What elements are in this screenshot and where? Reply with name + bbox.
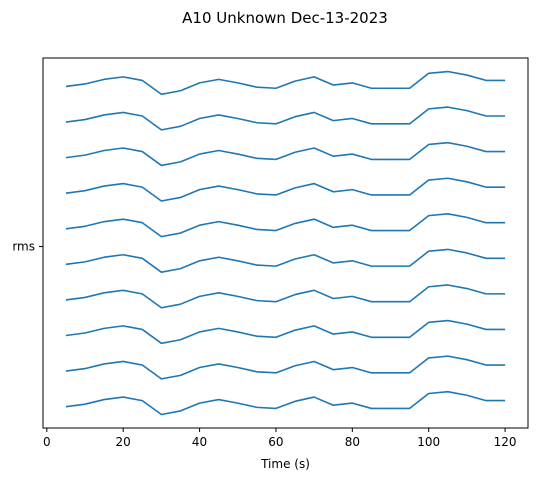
series-line-0 [65, 390, 506, 416]
x-axis-label: Time (s) [260, 457, 310, 471]
x-tick-label: 40 [192, 435, 207, 449]
series-line-8 [65, 106, 506, 131]
series-line-6 [65, 177, 506, 202]
x-axis: 0 20 40 60 80 100 120 [43, 428, 517, 449]
y-axis: rms [12, 240, 43, 254]
series-line-1 [65, 355, 506, 380]
x-tick-label: 20 [116, 435, 131, 449]
series-line-3 [65, 284, 506, 309]
series-line-2 [65, 319, 506, 345]
x-tick-label: 100 [417, 435, 440, 449]
series-line-5 [65, 213, 506, 238]
axes-frame [42, 57, 529, 429]
plot-area [65, 70, 506, 416]
x-tick-label: 80 [345, 435, 360, 449]
series-line-7 [65, 141, 506, 167]
chart-title: A10 Unknown Dec-13-2023 [182, 9, 388, 27]
series-line-4 [65, 248, 506, 273]
x-tick-label: 120 [494, 435, 517, 449]
x-tick-label: 0 [43, 435, 51, 449]
x-tick-label: 60 [268, 435, 283, 449]
series-line-9 [65, 70, 506, 96]
y-tick-label: rms [12, 240, 35, 254]
